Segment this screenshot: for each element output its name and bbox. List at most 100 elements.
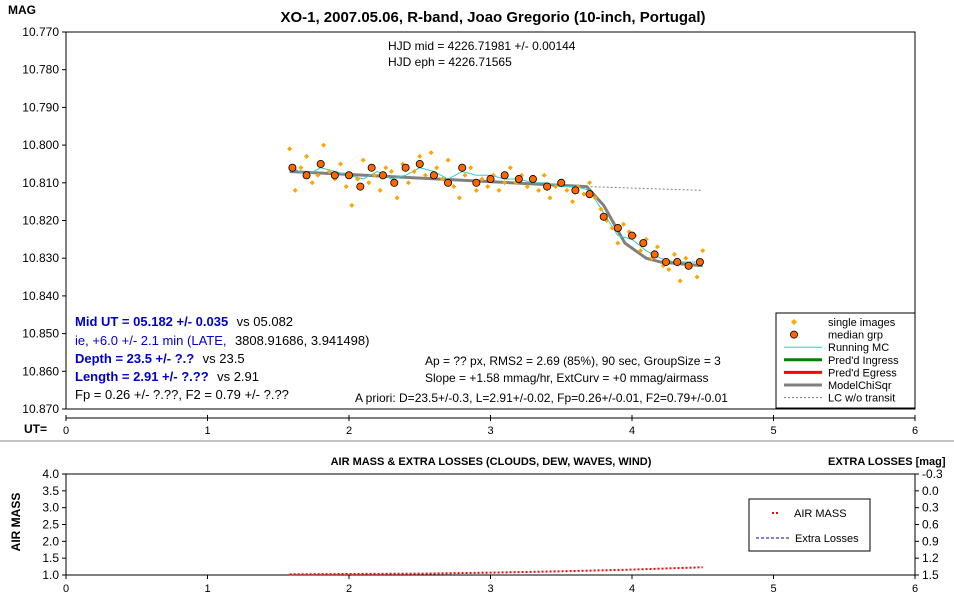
extra-losses-y-tick-label: 1.2 — [922, 551, 939, 565]
x-tick-label: 3 — [487, 425, 493, 437]
legend-swatch-single-images — [791, 319, 797, 325]
median-group-point — [302, 171, 311, 180]
single-image-point — [671, 251, 677, 257]
single-image-point — [298, 165, 304, 171]
single-image-point — [592, 195, 598, 201]
x-tick-group: 0 1 2 3 4 5 6 — [63, 415, 918, 437]
y-tick-label: 10.810 — [22, 176, 59, 190]
median-group-point — [288, 163, 297, 172]
single-image-point — [371, 172, 377, 178]
airmass-y-tick-group: 1.0 1.5 2.0 2.5 3.0 3.5 4.0 — [42, 467, 66, 582]
median-group-point — [661, 257, 670, 266]
legend-swatch-median-grp — [790, 330, 799, 339]
legend-label: Running MC — [828, 342, 889, 354]
single-image-point — [700, 248, 706, 254]
airmass-x-tick-label: 2 — [346, 583, 352, 595]
median-group-point — [444, 178, 453, 187]
single-image-point — [287, 146, 293, 152]
lc-without-transit-line — [586, 186, 703, 191]
single-image-point — [456, 195, 462, 201]
legend-label: median grp — [828, 330, 883, 342]
median-group-point — [684, 261, 693, 270]
airmass-y-tick-label: 2.0 — [42, 534, 59, 548]
single-image-point — [360, 157, 366, 163]
y-tick-label: 10.820 — [22, 214, 59, 228]
single-image-point — [637, 248, 643, 254]
model-chisqr-line — [289, 169, 703, 268]
median-group-point — [650, 250, 659, 259]
single-image-point — [570, 199, 576, 205]
mid-ut-vs: vs 05.082 — [237, 314, 293, 329]
single-image-point — [383, 165, 389, 171]
x-tick-label: 0 — [63, 425, 69, 437]
depth-vs: vs 23.5 — [203, 351, 245, 366]
length-line: Length = 2.91 +/- ?.?? vs 2.91 — [75, 368, 259, 385]
x-tick-label: 1 — [204, 425, 210, 437]
x-tick-label: 4 — [629, 425, 635, 437]
single-image-point — [445, 157, 451, 163]
single-image-point — [468, 165, 474, 171]
fp-line: Fp = 0.26 +/- ?.??, F2 = 0.79 +/- ?.?? — [75, 387, 289, 402]
median-group-point — [528, 175, 537, 184]
single-image-point — [694, 274, 700, 280]
single-image-point — [502, 180, 508, 186]
single-image-point — [451, 184, 457, 190]
data-series-layer — [287, 142, 706, 284]
ie-tail: 3808.91686, 3.941498) — [235, 333, 369, 348]
single-image-point — [473, 187, 479, 193]
single-image-point — [292, 187, 298, 193]
airmass-line — [289, 566, 703, 576]
airmass-x-tick-label: 0 — [63, 583, 69, 595]
extra-losses-y-tick-label: 1.5 — [922, 568, 939, 582]
median-group-point — [571, 186, 580, 195]
single-image-point — [405, 180, 411, 186]
single-image-point — [411, 168, 417, 174]
single-image-point — [366, 180, 372, 186]
airmass-x-tick-label: 6 — [912, 583, 918, 595]
y-tick-label: 10.780 — [22, 63, 59, 77]
depth-value: Depth = 23.5 +/- ?.? — [75, 351, 194, 366]
median-group-point — [695, 257, 704, 266]
single-image-point — [541, 172, 547, 178]
depth-line: Depth = 23.5 +/- ?.? vs 23.5 — [75, 350, 245, 367]
single-image-point — [536, 187, 542, 193]
y-tick-label: 10.790 — [22, 100, 59, 114]
median-group-point — [599, 212, 608, 221]
single-image-point — [507, 165, 513, 171]
single-image-point — [666, 267, 672, 273]
single-image-point — [547, 195, 553, 201]
airmass-legend-box — [748, 498, 871, 552]
legend-label: Pred'd Ingress — [828, 355, 899, 367]
airmass-series-layer — [289, 566, 703, 576]
extra-losses-y-tick-group: 1.5 1.2 0.9 0.6 0.3 0.0 -0.3 — [915, 467, 943, 582]
y-tick-label: 10.850 — [22, 327, 59, 341]
single-image-point — [496, 187, 502, 193]
legend-label: Pred'd Egress — [828, 367, 897, 379]
single-image-point — [326, 168, 332, 174]
median-group-point — [673, 257, 682, 266]
length-vs: vs 2.91 — [217, 369, 259, 384]
airmass-y-tick-label: 2.5 — [42, 518, 59, 532]
airmass-y-tick-label: 3.5 — [42, 484, 59, 498]
single-image-point — [581, 191, 587, 197]
y-tick-label: 10.770 — [22, 25, 59, 39]
single-image-point — [394, 195, 400, 201]
single-image-point — [349, 202, 355, 208]
median-group-point — [543, 182, 552, 191]
single-image-point — [377, 187, 383, 193]
median-group-point — [458, 163, 467, 172]
single-image-point — [428, 150, 434, 156]
airmass-y-tick-label: 4.0 — [42, 467, 59, 481]
single-image-point — [315, 172, 321, 178]
single-image-point — [343, 184, 349, 190]
single-image-point — [434, 165, 440, 171]
median-group-point — [585, 190, 594, 199]
single-image-point — [587, 180, 593, 186]
median-group-point — [500, 171, 509, 180]
single-image-point — [422, 172, 428, 178]
airmass-legend-label: Extra Losses — [795, 533, 859, 545]
single-image-point — [553, 184, 559, 190]
extra-losses-axis-label: EXTRA LOSSES [mag] — [828, 456, 946, 468]
running-mc-line — [292, 167, 700, 263]
